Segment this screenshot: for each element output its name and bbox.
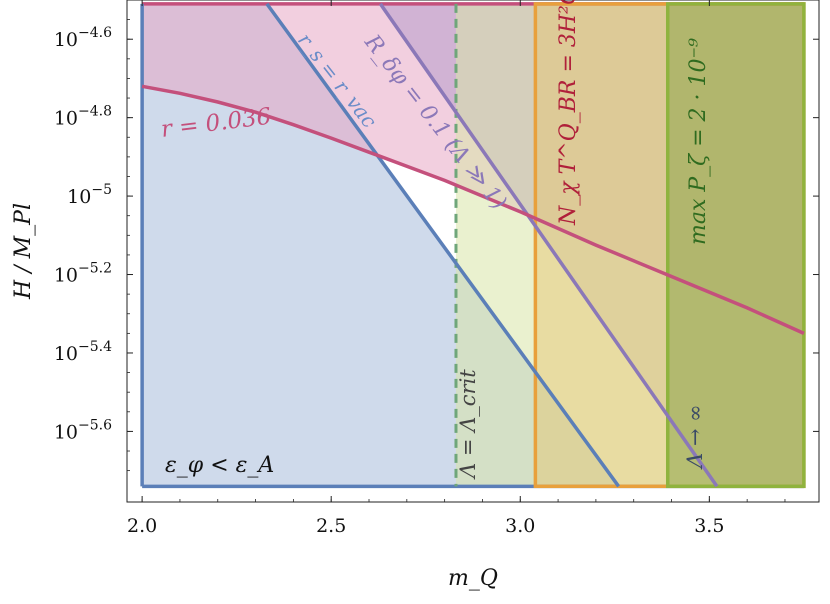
x-tick-label-3: 3.5 — [694, 515, 724, 537]
y-tick-label-5: 10−5.6 — [54, 417, 112, 443]
label-power-spectrum: max P_ζ = 2 · 10⁻⁹ — [686, 38, 711, 245]
line-rs-rvac — [265, 2, 621, 488]
y-tick-label-3: 10−5.2 — [54, 261, 112, 287]
y-tick-label-0: 10−4.6 — [54, 25, 112, 51]
line-power-spectrum — [665, 2, 806, 489]
x-tick-label-0: 2.0 — [127, 515, 157, 537]
y-tick-label-4: 10−5.4 — [54, 339, 112, 365]
label-lambda-crit: Λ = Λ_crit — [456, 369, 480, 480]
label-eps-region: ε_φ < ε_A — [165, 453, 274, 478]
label-backreaction: N_χ T^Q_BR = 3H²Q — [556, 0, 581, 226]
y-tick-label-2: 10−5 — [67, 182, 112, 208]
line-r-bound — [141, 84, 805, 335]
y-axis-label: H / M_Pl — [11, 203, 36, 300]
line-r-dphi — [378, 2, 719, 488]
x-tick-label-1: 2.5 — [316, 515, 346, 537]
label-lambda-inf: Λ → ∞ — [683, 404, 707, 470]
x-axis-label: m_Q — [448, 566, 498, 591]
y-tick-label-1: 10−4.8 — [54, 104, 112, 130]
region-power-spectrum — [667, 3, 804, 487]
x-tick-label-2: 3.0 — [505, 515, 535, 537]
plot-frame — [126, 0, 820, 503]
